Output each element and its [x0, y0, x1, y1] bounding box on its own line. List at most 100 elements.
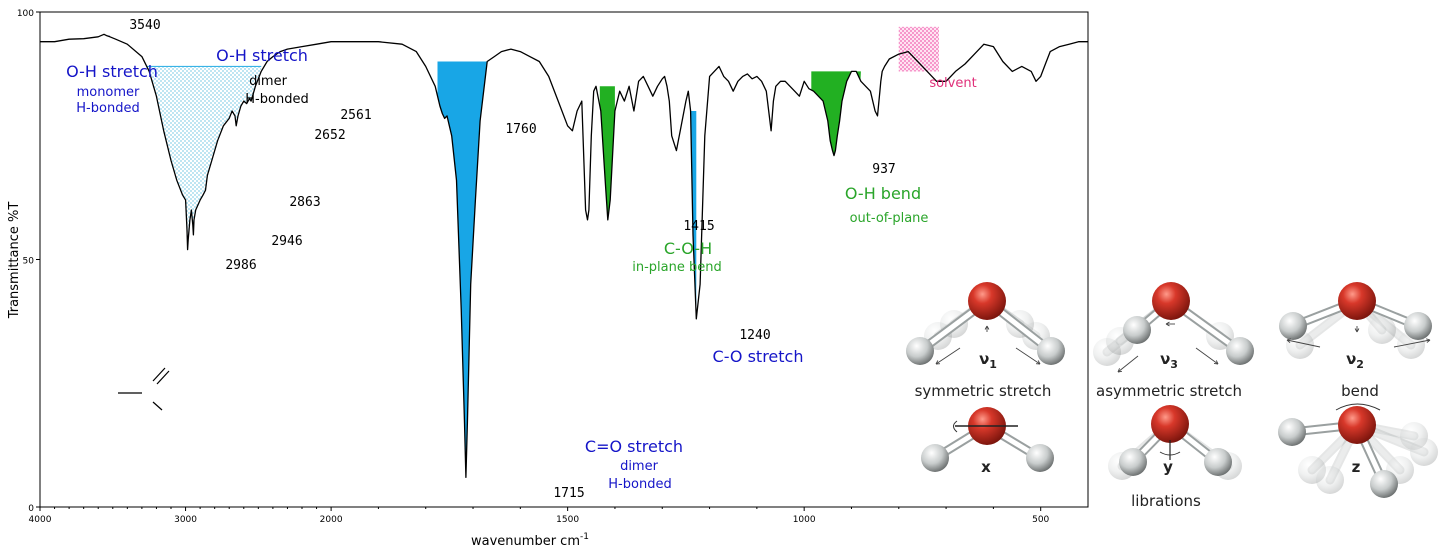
- peak-label-1415: 1415: [683, 219, 714, 234]
- mode-v2-name: bend: [1341, 382, 1379, 400]
- rotation-arc: [953, 420, 958, 433]
- band-oh-dimer-title: O-H stretch: [216, 46, 308, 65]
- band-oh-dimer-sub2: H-bonded: [245, 92, 308, 107]
- bond-carbonyl-2: [156, 370, 170, 385]
- hydrogen-atom: [1404, 312, 1432, 340]
- band-co-title: C-O stretch: [713, 347, 804, 366]
- band-coh-bend: C-O-H in-plane bend: [632, 239, 721, 275]
- motion-arrowhead: [1117, 368, 1123, 373]
- libration-y-label: y: [1163, 458, 1173, 476]
- y-axis-label: Transmittance %T: [7, 202, 22, 320]
- hydrogen-ghost: [1316, 466, 1344, 494]
- motion-arrowhead: [1035, 360, 1041, 365]
- oxygen-atom: [1338, 406, 1376, 444]
- oxygen-atom: [968, 282, 1006, 320]
- peak-label-1240: 1240: [739, 328, 770, 343]
- oxygen-atom: [1151, 405, 1189, 443]
- motion-arrow: [1015, 347, 1041, 365]
- band-co-stretch: C-O stretch: [713, 347, 804, 366]
- band-carbonyl-sub1: dimer: [620, 459, 659, 474]
- x-tick-label-500: 500: [1032, 515, 1049, 525]
- hydrogen-ghost: [1410, 438, 1438, 466]
- y-tick-label-0: 0: [28, 504, 34, 514]
- propionic-acid-structure: [118, 367, 170, 411]
- mode-v1-sub: 1: [989, 358, 997, 371]
- hydrogen-atom: [1026, 444, 1054, 472]
- hydrogen-atom: [1204, 448, 1232, 476]
- band-oh-bend: O-H bend out-of-plane: [845, 184, 929, 226]
- band-oh-monomer-sub1: monomer: [77, 85, 140, 100]
- rotation-arc: [1335, 403, 1381, 411]
- librations-label: librations: [1131, 492, 1201, 510]
- band-carbonyl-sub2: H-bonded: [608, 477, 671, 492]
- motion-arrowhead: [1213, 360, 1219, 365]
- peak-label-1760: 1760: [505, 122, 536, 137]
- motion-arrowhead: [1286, 338, 1291, 343]
- hydrogen-ghost: [1368, 316, 1396, 344]
- motion-arrow: [1195, 347, 1219, 365]
- peak-label-2561: 2561: [340, 108, 371, 123]
- motion-arrowhead: [1426, 338, 1431, 343]
- band-oh-monomer-title: O-H stretch: [66, 62, 158, 81]
- peak-label-937: 937: [872, 162, 895, 177]
- libration-x-label: x: [981, 458, 991, 476]
- bond-carbonyl-1: [152, 367, 166, 382]
- rotation-arc: [1159, 451, 1181, 456]
- x-tick-label-1000: 1000: [793, 515, 816, 525]
- peak-label-2986: 2986: [225, 258, 256, 273]
- band-co-stretch-carbonyl: C=O stretch dimer H-bonded: [585, 437, 683, 492]
- mode-v2-sub: 2: [1356, 358, 1364, 371]
- mode-v1-name: symmetric stretch: [915, 382, 1052, 400]
- band-coh-title: C-O-H: [664, 239, 712, 258]
- peak-label-1715: 1715: [553, 486, 584, 501]
- peak-label-2863: 2863: [289, 195, 320, 210]
- peak-label-2946: 2946: [271, 234, 302, 249]
- hydrogen-atom: [1370, 470, 1398, 498]
- peak-label-2652: 2652: [314, 128, 345, 143]
- bond-hydroxyl: [152, 401, 163, 411]
- vibration-labels: ν1 symmetric stretch ν3 asymmetric stret…: [915, 350, 1379, 510]
- mode-v3-nu: ν: [1160, 350, 1170, 368]
- mode-asymmetric-stretch: [1093, 282, 1254, 366]
- mode-v3-symbol: ν3: [1160, 350, 1178, 371]
- mode-symmetric-stretch: [906, 282, 1065, 365]
- band-oh-monomer-sub2: H-bonded: [76, 101, 139, 116]
- x-tick-label-1500: 1500: [556, 515, 579, 525]
- hydrogen-atom: [1226, 337, 1254, 365]
- motion-arrowhead: [984, 325, 990, 330]
- x-axis-label: wavenumber cm-1: [471, 532, 589, 549]
- oxygen-atom: [1338, 282, 1376, 320]
- band-oh-dimer: O-H stretch dimer H-bonded: [216, 46, 309, 107]
- mode-v2-nu: ν: [1346, 350, 1356, 368]
- libration-y: [1108, 405, 1242, 480]
- fill-co-stretch: [686, 111, 697, 319]
- x-tick-label-3000: 3000: [174, 515, 197, 525]
- hydrogen-atom: [1119, 448, 1147, 476]
- band-coh-sub1: in-plane bend: [632, 260, 721, 275]
- mode-bend: [1279, 282, 1432, 359]
- libration-z: [1278, 406, 1438, 498]
- mode-v2-symbol: ν2: [1346, 350, 1364, 371]
- absorption-fills: [104, 26, 939, 478]
- motion-arrowhead: [1165, 321, 1170, 327]
- mode-v3-name: asymmetric stretch: [1096, 382, 1242, 400]
- hydrogen-atom: [1279, 312, 1307, 340]
- motion-arrow: [1393, 339, 1431, 348]
- peak-label-3540: 3540: [129, 18, 160, 33]
- hydrogen-atom: [1037, 337, 1065, 365]
- motion-arrow: [1286, 339, 1321, 348]
- fill-oh-bend: [811, 71, 861, 156]
- y-tick-label-100: 100: [17, 9, 34, 19]
- motion-arrowhead: [935, 360, 941, 365]
- band-oh-bend-sub1: out-of-plane: [850, 211, 929, 226]
- y-tick-label-50: 50: [23, 257, 35, 267]
- mode-v1-nu: ν: [979, 350, 989, 368]
- fill-carbonyl: [437, 61, 509, 478]
- oxygen-atom: [1152, 282, 1190, 320]
- hydrogen-atom: [906, 337, 934, 365]
- mode-v1-symbol: ν1: [979, 350, 997, 371]
- spectrum-line: [40, 33, 1088, 478]
- x-tick-label-2000: 2000: [320, 515, 343, 525]
